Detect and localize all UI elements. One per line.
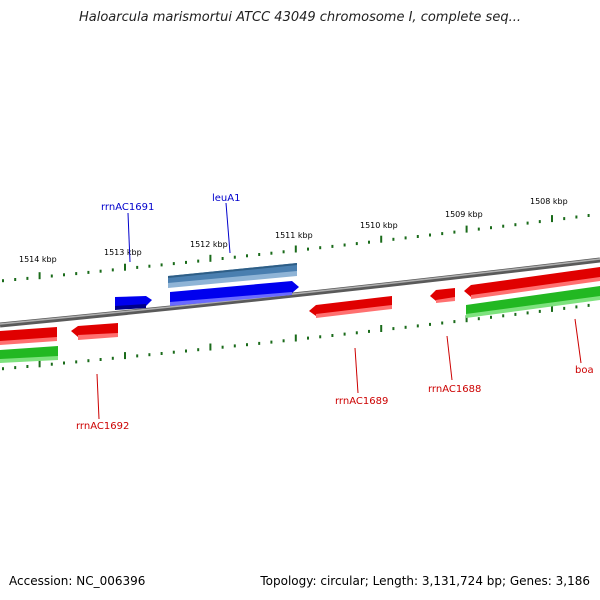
chromosome-backbone — [0, 257, 600, 328]
tick-label-1513: 1513 kbp — [104, 248, 142, 257]
label-leuA1[interactable]: leuA1 — [212, 193, 240, 204]
gene-left-edge-red[interactable] — [0, 327, 57, 345]
label-rrnAC1692[interactable]: rrnAC1692 — [76, 421, 129, 432]
gene-leuA1[interactable] — [170, 281, 299, 306]
tick-label-1511: 1511 kbp — [275, 231, 313, 240]
genome-stats-label: Topology: circular; Length: 3,131,724 bp… — [260, 574, 590, 588]
tick-label-1514: 1514 kbp — [19, 255, 57, 264]
tick-label-1512: 1512 kbp — [190, 240, 228, 249]
outer-tick-track — [2, 214, 590, 283]
gene-rrnAC1688[interactable] — [430, 288, 455, 303]
gene-left-edge-green[interactable] — [0, 346, 58, 363]
gene-rrnAC1689[interactable] — [309, 296, 392, 318]
map-title: Haloarcula marismortui ATCC 43049 chromo… — [79, 10, 521, 25]
label-rrnAC1691[interactable]: rrnAC1691 — [101, 202, 154, 213]
gene-rrnAC1692[interactable] — [71, 323, 118, 340]
gene-leuA1-upper[interactable] — [168, 263, 297, 288]
tick-label-1509: 1509 kbp — [445, 210, 483, 219]
tick-label-1510: 1510 kbp — [360, 221, 398, 230]
gene-right-green[interactable] — [466, 286, 600, 318]
gene-right-red[interactable] — [464, 267, 600, 299]
inner-tick-track — [2, 303, 590, 371]
tick-label-1508: 1508 kbp — [530, 197, 568, 206]
label-boa[interactable]: boa — [575, 365, 594, 376]
label-rrnAC1689[interactable]: rrnAC1689 — [335, 396, 388, 407]
label-rrnAC1688[interactable]: rrnAC1688 — [428, 384, 481, 395]
gene-rrnAC1691[interactable] — [115, 296, 152, 310]
accession-label: Accession: NC_006396 — [9, 574, 146, 588]
